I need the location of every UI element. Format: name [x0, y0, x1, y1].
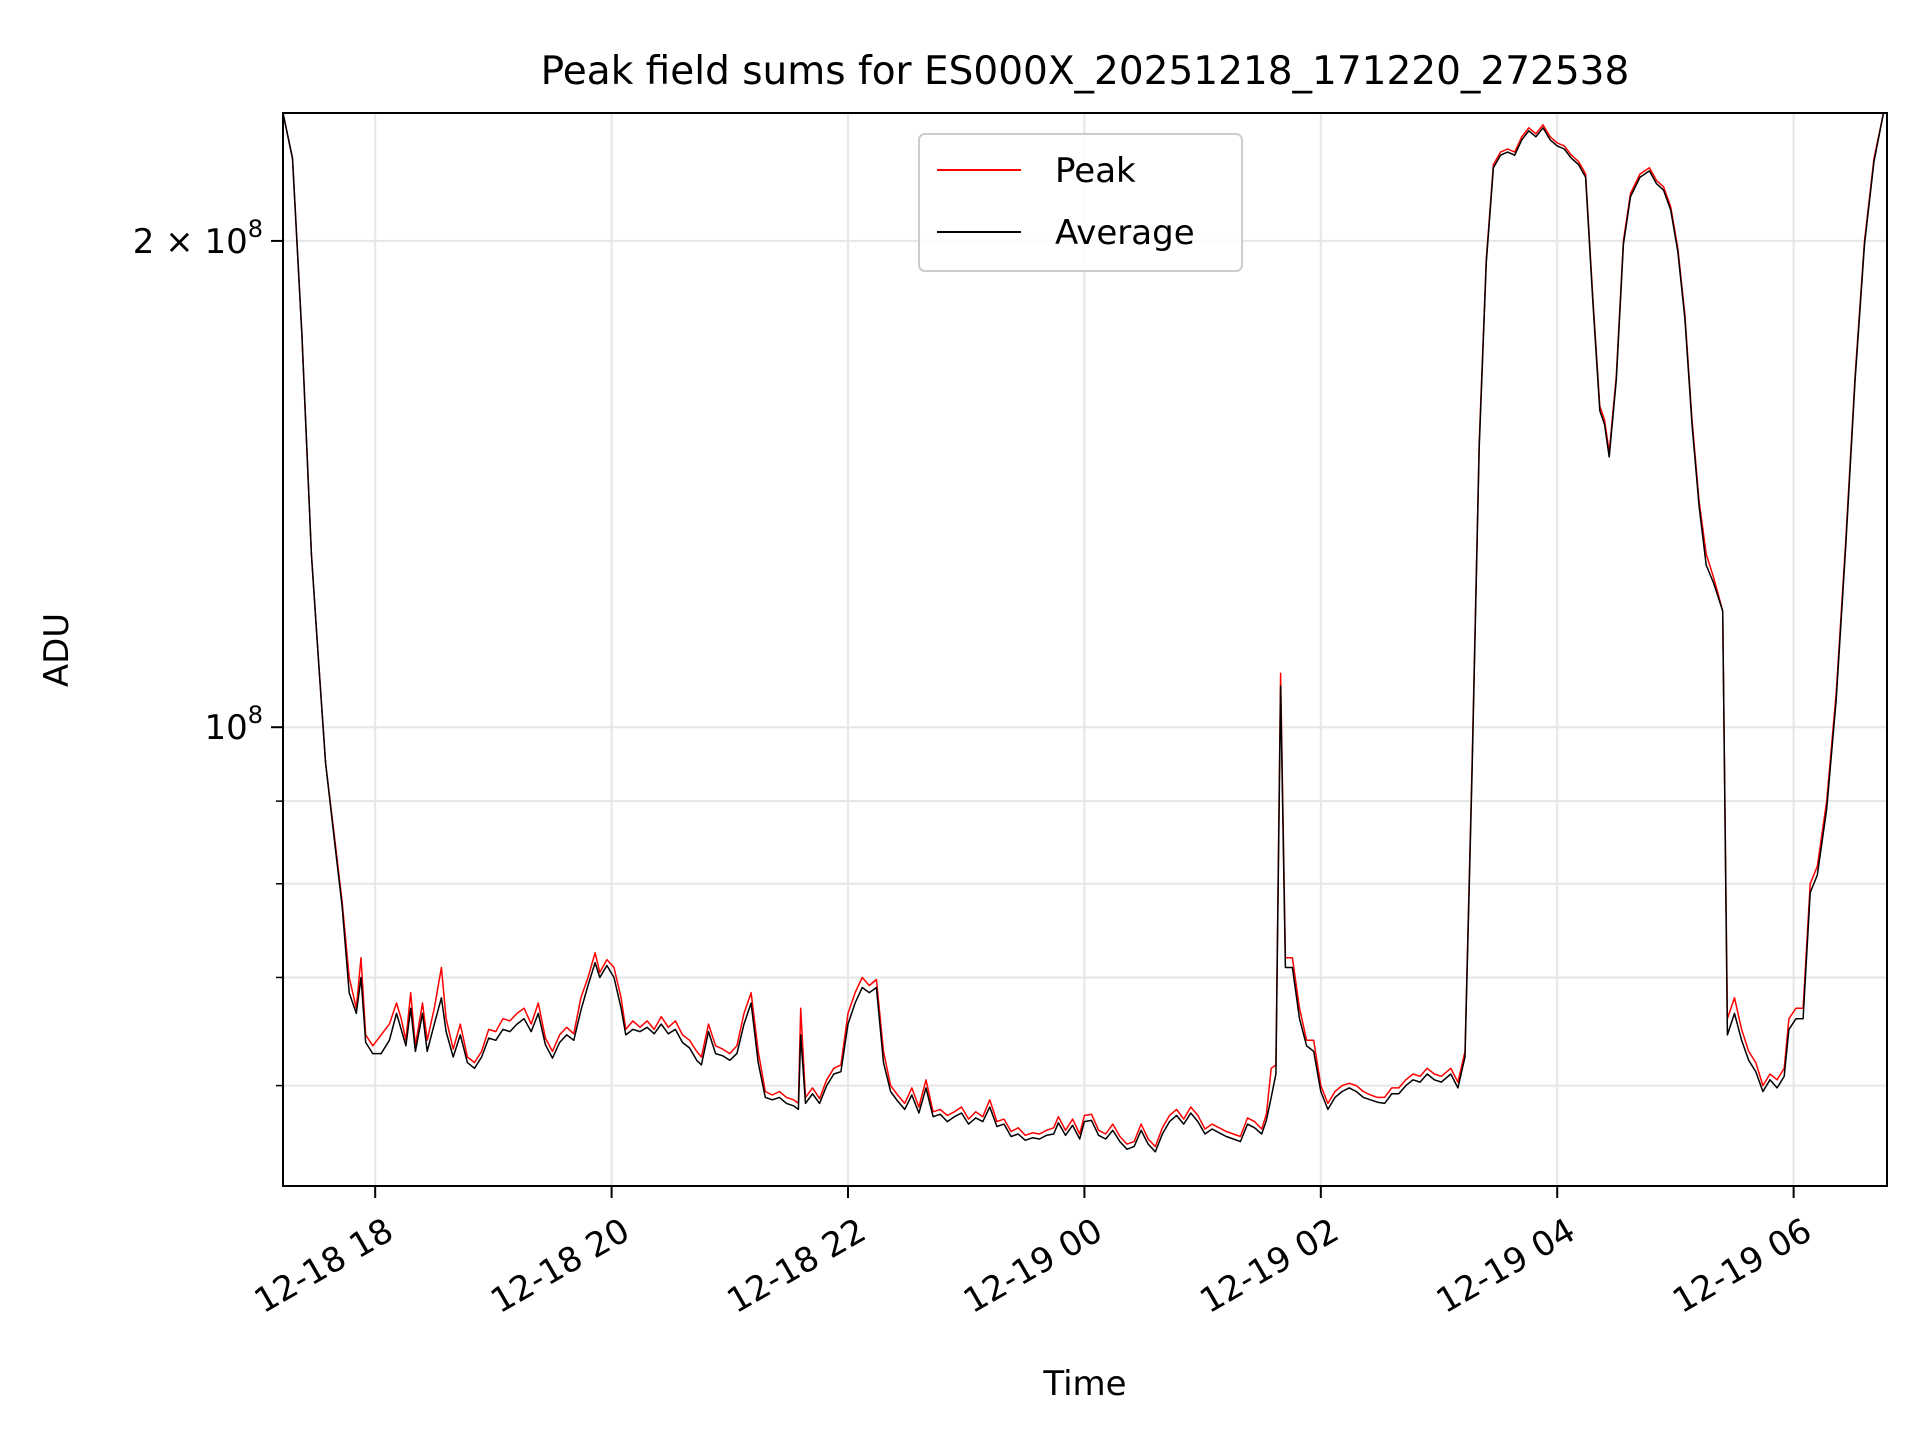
y-tick-exponent: 8: [248, 215, 263, 243]
y-tick-base: 10: [204, 222, 247, 262]
y-axis-label: ADU: [37, 613, 77, 687]
x-axis-label: Time: [1042, 1364, 1126, 1404]
legend: Peak Average: [918, 133, 1243, 272]
y-tick-mantissa: 2 ×: [133, 222, 205, 262]
series-layer: [283, 113, 1885, 1153]
legend-label-peak: Peak: [1055, 151, 1136, 191]
chart-title: Peak field sums for ES000X_20251218_1712…: [541, 49, 1630, 94]
y-tick-exponent: 8: [248, 701, 263, 729]
y-tick-label: 108: [204, 701, 263, 748]
y-tick-base: 10: [204, 708, 247, 748]
series-line-peak: [283, 113, 1885, 1148]
series-line-average: [283, 113, 1885, 1153]
legend-label-average: Average: [1055, 213, 1195, 253]
y-tick-label: 2 × 108: [133, 215, 263, 262]
legend-box: [918, 133, 1243, 272]
grid: [283, 113, 1887, 1186]
